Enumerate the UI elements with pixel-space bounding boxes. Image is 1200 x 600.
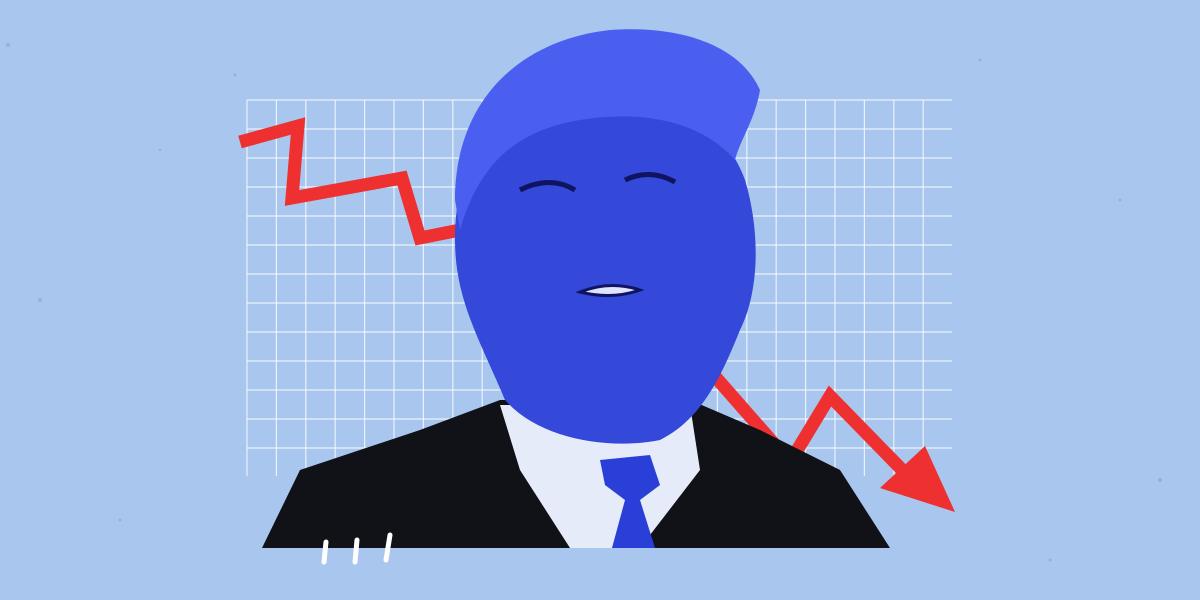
eye-right [623, 172, 677, 185]
face [455, 91, 756, 444]
paper-speckles [6, 43, 1162, 562]
tally-marks [321, 532, 393, 565]
arrow-head [880, 446, 955, 512]
decline-line-start [238, 117, 472, 246]
tie [600, 455, 660, 548]
hair [455, 29, 760, 230]
mouth [575, 284, 645, 297]
portrait [262, 29, 890, 548]
decline-line-end [700, 360, 915, 483]
eye-left [518, 180, 577, 193]
